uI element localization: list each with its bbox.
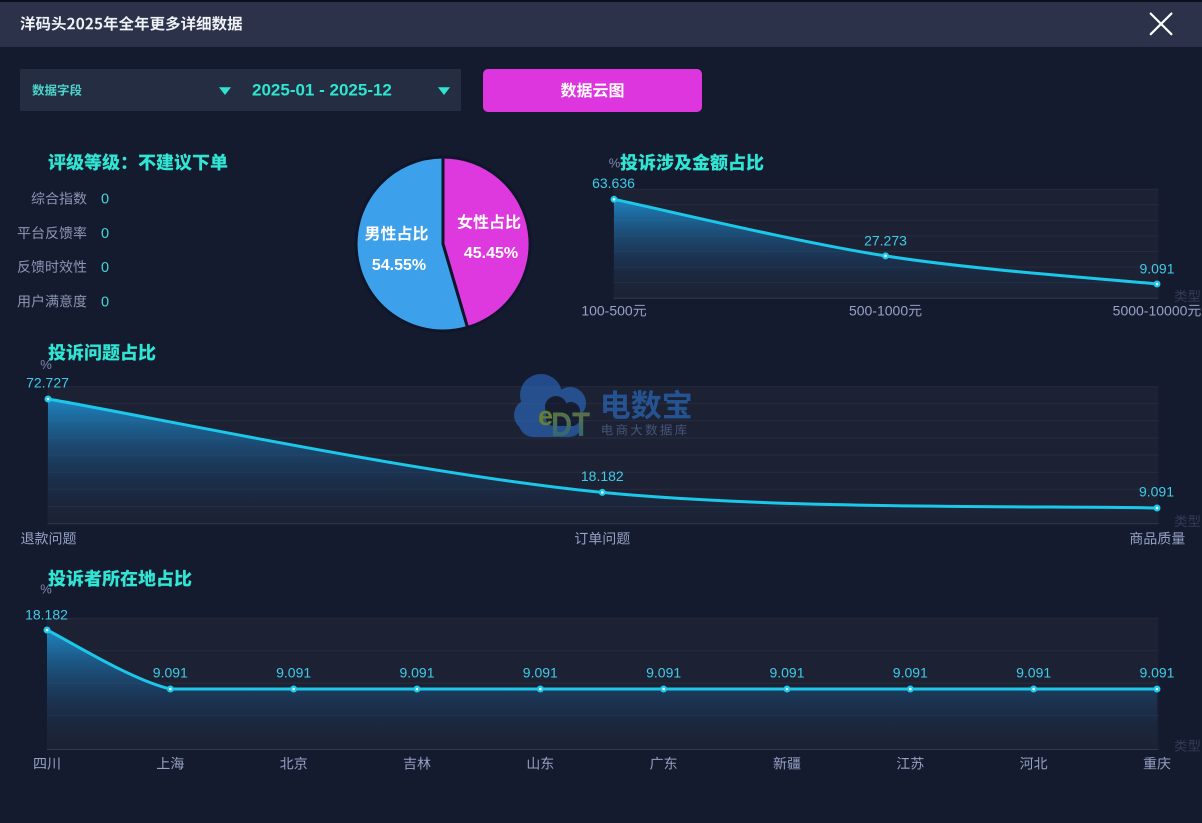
svg-text:18.182: 18.182 xyxy=(581,468,624,484)
svg-text:0: 0 xyxy=(101,192,109,208)
svg-text:2025-01 - 2025-12: 2025-01 - 2025-12 xyxy=(252,81,392,100)
svg-text:0: 0 xyxy=(101,294,109,310)
svg-text:9.091: 9.091 xyxy=(1016,665,1051,681)
svg-text:9.091: 9.091 xyxy=(893,665,928,681)
svg-text:27.273: 27.273 xyxy=(864,232,907,248)
svg-text:54.55%: 54.55% xyxy=(372,257,426,274)
svg-text:100-500: 100-500 xyxy=(581,303,633,319)
svg-text:0: 0 xyxy=(101,260,109,276)
svg-text:0: 0 xyxy=(101,226,109,242)
svg-text:9.091: 9.091 xyxy=(1139,665,1174,681)
svg-text:9.091: 9.091 xyxy=(1139,484,1174,500)
svg-text:18.182: 18.182 xyxy=(25,607,68,623)
svg-text:%: % xyxy=(609,156,621,171)
svg-text:63.636: 63.636 xyxy=(592,175,635,191)
svg-text:9.091: 9.091 xyxy=(399,665,434,681)
svg-text:e: e xyxy=(538,401,553,431)
svg-text:%: % xyxy=(40,582,52,597)
svg-text:9.091: 9.091 xyxy=(153,665,188,681)
svg-text:9.091: 9.091 xyxy=(769,665,804,681)
svg-text:DT: DT xyxy=(551,406,590,444)
svg-text:5000-10000: 5000-10000 xyxy=(1113,303,1188,319)
svg-text:9.091: 9.091 xyxy=(276,665,311,681)
svg-text:72.727: 72.727 xyxy=(26,375,69,391)
svg-text:9.091: 9.091 xyxy=(646,665,681,681)
svg-text:9.091: 9.091 xyxy=(1139,260,1174,276)
svg-text:%: % xyxy=(40,357,52,372)
svg-text:45.45%: 45.45% xyxy=(464,245,518,262)
svg-text:500-1000: 500-1000 xyxy=(849,303,908,319)
svg-text:9.091: 9.091 xyxy=(523,665,558,681)
